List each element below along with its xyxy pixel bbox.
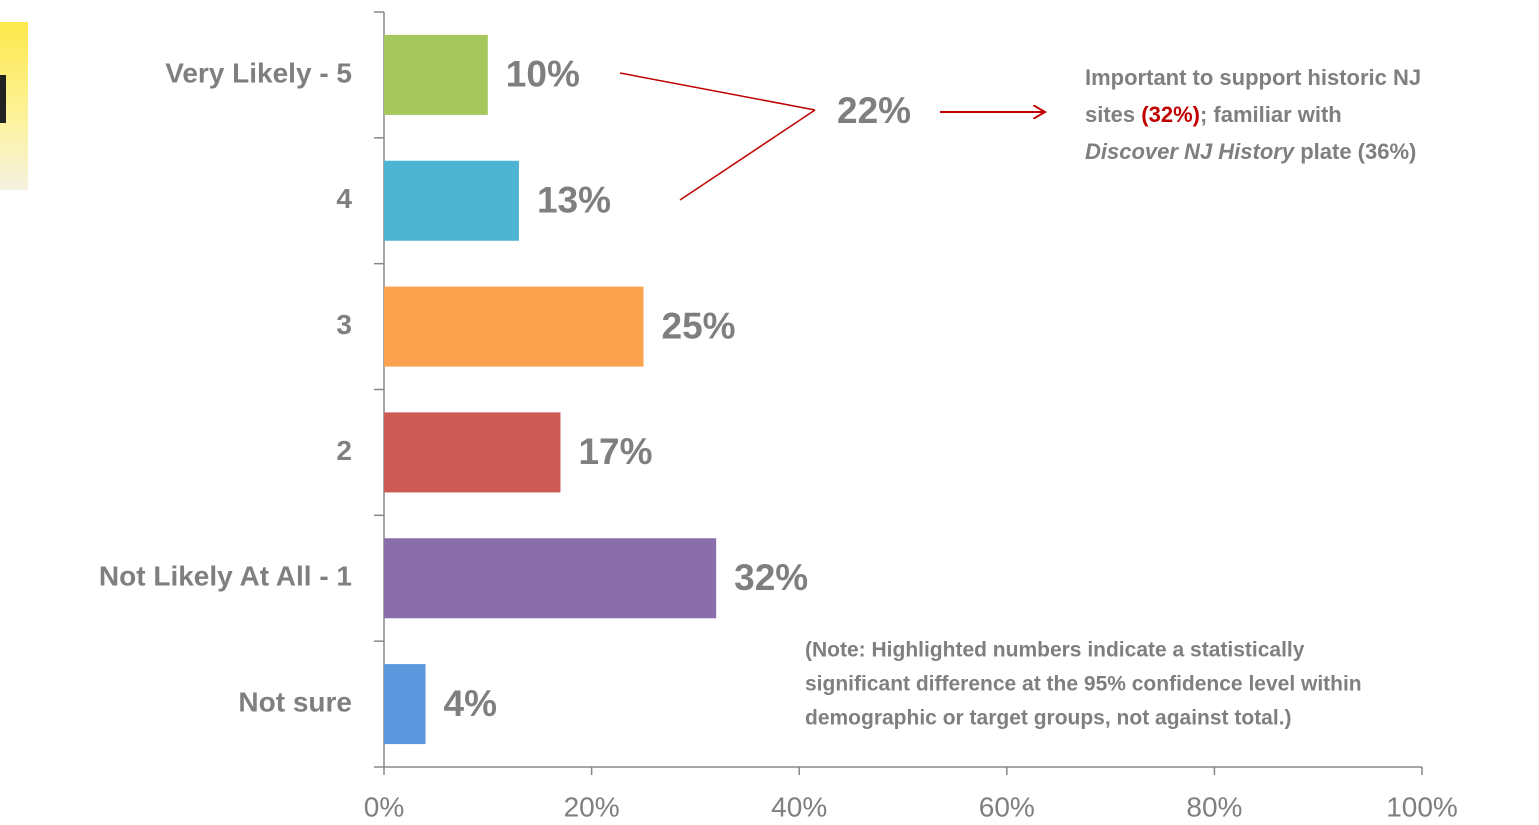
x-tick-label: 60% [979, 791, 1035, 822]
note-line: (Note: Highlighted numbers indicate a st… [805, 639, 1305, 662]
callout-detail-line: Important to support historic NJ [1085, 65, 1421, 90]
category-label: Very Likely - 5 [165, 57, 352, 88]
bar [384, 287, 644, 367]
callout-value: 22% [837, 90, 911, 131]
bar [384, 538, 716, 618]
category-label: Not Likely At All - 1 [99, 561, 352, 592]
x-tick-label: 80% [1186, 791, 1242, 822]
callout-detail-text: sites [1085, 102, 1141, 127]
callout-detail-text: Discover NJ History [1085, 139, 1296, 164]
callout: 22% [620, 73, 1045, 200]
decor-image-detail [0, 75, 6, 123]
page: {"chart_data": { "type": "hbar", "catego… [0, 0, 1539, 825]
chart: 22% 0% 20% 40% 60% 80% 100% 10% Very Likely - 5… [0, 0, 1539, 825]
value-label: 13% [537, 180, 611, 221]
callout-detail-text: Important to support historic NJ [1085, 65, 1421, 90]
callout-detail-line: sites (32%); familiar with [1085, 102, 1342, 127]
x-tick-label: 0% [364, 791, 404, 822]
category-label: 4 [336, 183, 352, 214]
x-tick-label: 20% [564, 791, 620, 822]
x-tick-label: 100% [1386, 791, 1458, 822]
value-label: 32% [734, 557, 808, 598]
bar [384, 161, 519, 241]
value-label: 10% [506, 54, 580, 95]
bar [384, 664, 426, 744]
bar [384, 35, 488, 115]
x-tick-label: 40% [771, 791, 827, 822]
value-label: 4% [444, 683, 497, 724]
category-label: 2 [336, 435, 352, 466]
callout-line [680, 110, 815, 200]
bar [384, 412, 560, 492]
callout-detail-text: plate (36%) [1294, 139, 1416, 164]
category-label: 3 [336, 309, 352, 340]
note-line: significant difference at the 95% confid… [805, 673, 1362, 696]
note-line: demographic or target groups, not agains… [805, 707, 1292, 730]
callout-detail-line: Discover NJ History plate (36%) [1085, 139, 1416, 164]
callout-detail-text: (32%) [1141, 102, 1200, 127]
value-label: 25% [662, 305, 736, 346]
callout-line [620, 73, 815, 110]
callout-detail-text: ; familiar with [1200, 102, 1342, 127]
value-label: 17% [578, 431, 652, 472]
category-label: Not sure [238, 686, 352, 717]
